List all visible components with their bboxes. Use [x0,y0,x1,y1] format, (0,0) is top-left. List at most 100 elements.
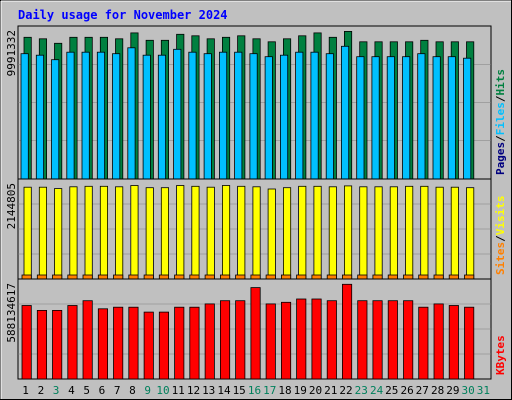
sites-bar-day-20 [311,274,322,280]
x-label-day-31: 31 [477,384,490,397]
files-bar-day-2 [35,54,44,180]
legend-entry-files: Files [494,102,507,135]
sites-bar-day-12 [189,274,200,280]
visits-bar-day-11 [176,185,185,280]
visits-bar-day-30 [466,187,475,280]
x-label-day-12: 12 [187,384,200,397]
x-axis-labels: 1 2 3 4 5 6 7 8 9 10 11 12 13 14 15 16 17 18 19 20 21 22 23 24 2… [22,384,490,397]
visits-bar-day-18 [282,187,292,280]
sites-bar-day-30 [464,274,475,280]
sites-bar-day-4 [67,274,78,280]
x-label-day-10: 10 [156,384,169,397]
files-bar-day-4 [66,51,75,180]
legend-entry-kbytes: KBytes [494,335,507,375]
kbytes-bar-day-30 [464,306,475,380]
legend-separator: / [494,135,507,142]
files-bar-day-30 [463,57,472,180]
sites-bar-day-8 [128,274,139,280]
chart-title: Daily usage for November 2024 [18,8,228,22]
x-label-day-21: 21 [324,384,337,397]
visits-bar-day-16 [252,186,261,280]
panel-3-scale-label: 588134617 [5,283,18,343]
files-bar-day-1 [20,53,29,180]
x-label-day-25: 25 [385,384,398,397]
visits-bar-day-12 [191,185,200,280]
sites-bar-day-3 [52,274,63,280]
files-bar-day-28 [432,56,441,180]
kbytes-bar-day-17 [265,303,276,380]
visits-bar-day-17 [267,188,276,280]
files-bar-day-22 [340,45,350,180]
sites-bar-day-16 [250,274,261,280]
kbytes-bar-day-24 [372,300,383,380]
kbytes-bar-day-4 [67,305,78,380]
x-label-day-4: 4 [68,384,75,397]
sites-bar-day-28 [433,274,444,280]
x-label-day-9: 9 [144,384,151,397]
panel-2-legend: Sites/Visits [494,196,507,276]
visits-bar-day-8 [130,185,139,280]
legend-entry-sites: Sites [494,242,507,275]
x-label-day-30: 30 [461,384,474,397]
x-label-day-17: 17 [263,384,276,397]
sites-bar-day-17 [265,274,276,280]
files-bar-day-20 [310,51,319,180]
sites-bar-day-18 [280,274,292,280]
sites-bar-day-25 [387,274,398,280]
kbytes-bar-day-12 [189,306,200,380]
files-bar-day-15 [234,51,243,180]
kbytes-bar-day-26 [403,300,414,380]
sites-bar-day-11 [174,274,185,280]
x-label-day-8: 8 [129,384,136,397]
kbytes-bar-day-7 [113,306,124,380]
files-bar-day-21 [325,53,334,180]
files-bar-day-7 [112,53,121,180]
x-label-day-15: 15 [233,384,246,397]
kbytes-bar-day-11 [174,306,185,380]
x-label-day-27: 27 [416,384,429,397]
legend-entry-pages: Pages [494,142,507,175]
sites-bar-day-26 [403,274,414,280]
panel-2: 2144805 Sites/Visits [5,178,507,280]
files-bar-day-5 [81,51,90,180]
files-bar-day-3 [51,59,60,180]
files-bar-day-18 [279,54,289,180]
legend-separator: / [494,95,507,102]
x-label-day-6: 6 [99,384,106,397]
legend-separator: / [494,235,507,242]
sites-bar-day-14 [219,274,231,280]
kbytes-bar-day-27 [418,306,429,380]
kbytes-bar-day-1 [21,305,32,380]
visits-bar-day-22 [343,185,353,280]
visits-bar-day-28 [435,186,444,280]
x-label-day-23: 23 [355,384,368,397]
sites-bar-day-22 [341,274,353,280]
visits-bar-day-3 [54,188,63,280]
visits-bar-day-26 [405,185,414,280]
kbytes-bar-day-23 [357,300,368,380]
visits-bar-day-10 [160,187,170,280]
x-label-day-22: 22 [339,384,352,397]
panel-3: 588134617 KBytes [5,278,507,380]
files-bar-day-29 [447,56,456,180]
x-label-day-14: 14 [217,384,231,397]
kbytes-bar-day-21 [326,300,337,380]
files-bar-day-17 [264,56,273,180]
kbytes-bar-day-20 [311,298,322,380]
visits-bar-day-4 [69,186,78,280]
chart-panels: 9991332Pages/Files/Hits2144805Sites/Visi… [5,25,507,380]
x-label-day-5: 5 [83,384,90,397]
sites-bar-day-10 [158,274,170,280]
visits-bar-day-25 [389,186,398,280]
x-label-day-16: 16 [248,384,261,397]
x-label-day-13: 13 [202,384,215,397]
files-bar-day-27 [417,53,426,180]
x-label-day-3: 3 [53,384,60,397]
kbytes-bar-day-5 [82,300,93,380]
visits-bar-day-13 [206,186,215,280]
files-bar-day-14 [218,51,228,180]
files-bar-day-19 [295,51,304,180]
sites-bar-day-19 [296,274,307,280]
sites-bar-day-7 [113,274,124,280]
